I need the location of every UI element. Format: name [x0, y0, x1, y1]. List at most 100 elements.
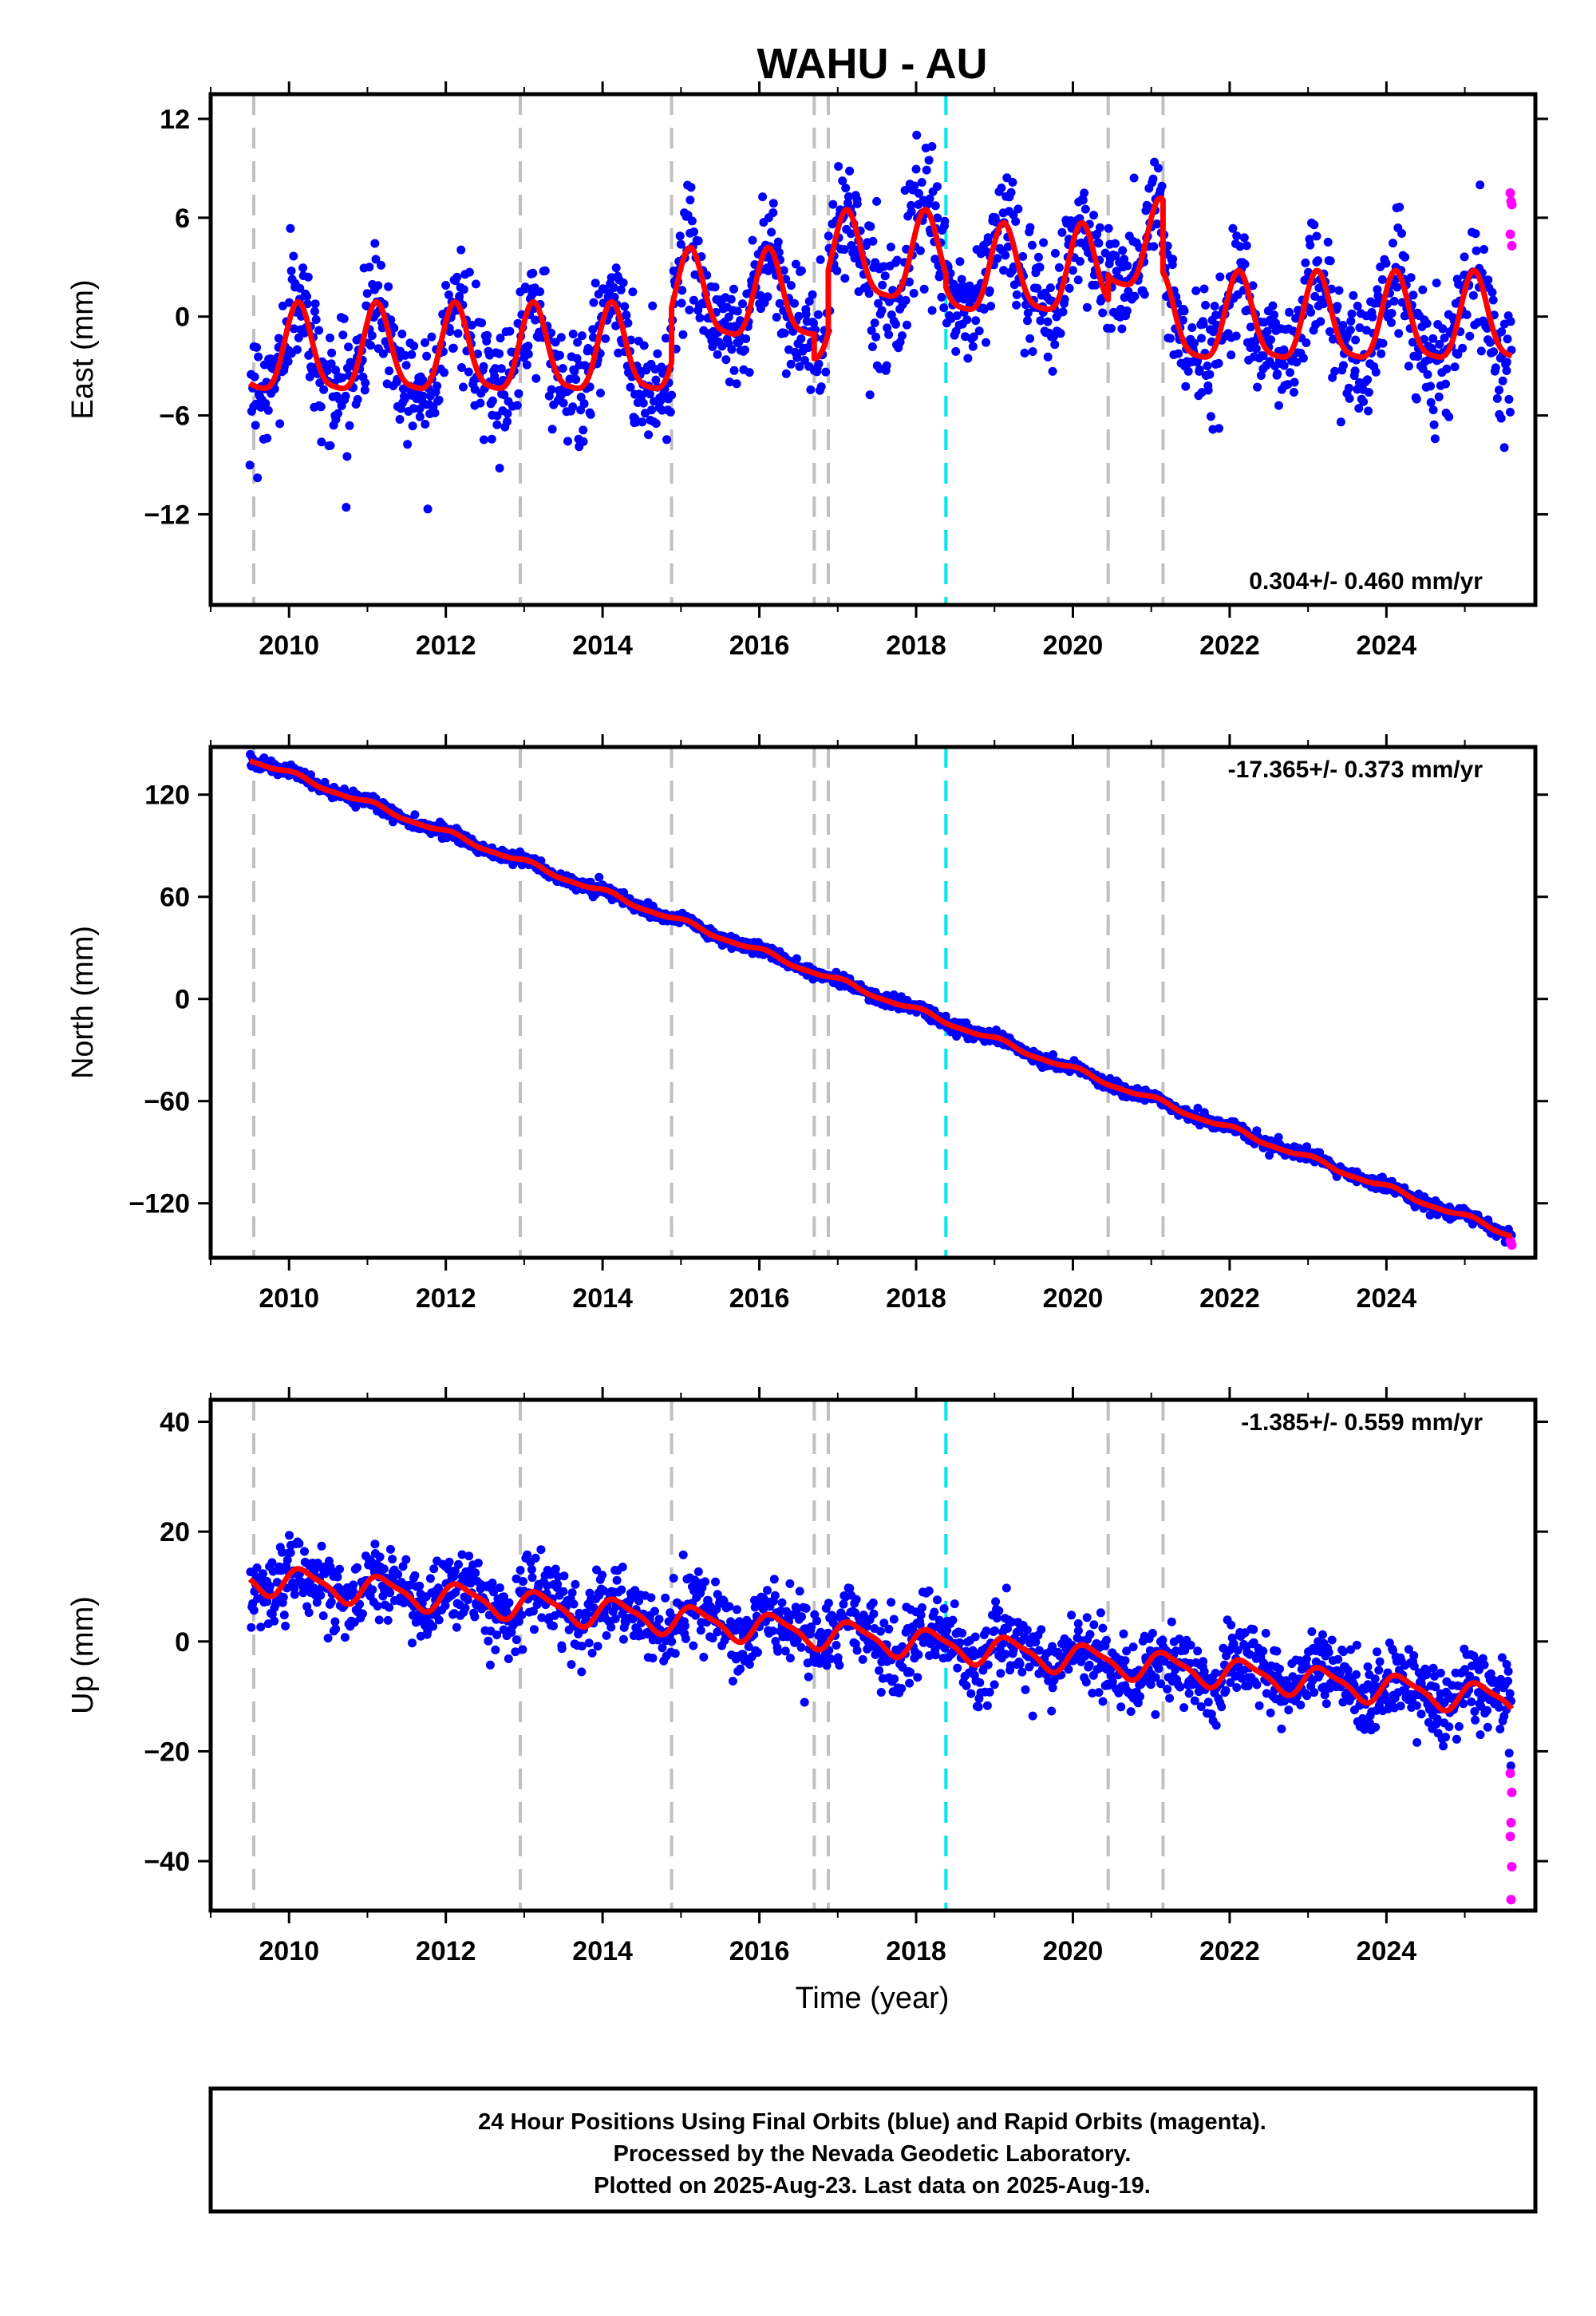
east-point: [781, 369, 791, 378]
north-point: [410, 810, 420, 820]
up-point: [1258, 1646, 1268, 1656]
up-point: [557, 1644, 567, 1654]
east-point: [571, 375, 581, 384]
up-point: [1254, 1701, 1264, 1710]
east-point: [638, 398, 648, 408]
east-point: [1242, 241, 1251, 251]
north-xtick-label: 2014: [572, 1283, 633, 1314]
east-point: [971, 316, 981, 326]
north-point: [1193, 1104, 1203, 1113]
east-point: [907, 200, 916, 210]
east-point: [1323, 237, 1333, 247]
east-point: [421, 338, 429, 347]
up-point: [304, 1608, 314, 1618]
east-point: [828, 200, 838, 209]
east-point: [514, 389, 523, 398]
up-point: [415, 1581, 425, 1591]
east-point: [678, 330, 688, 339]
east-point: [725, 377, 734, 387]
east-point: [1080, 188, 1089, 198]
east-point: [772, 313, 781, 322]
up-point: [832, 1641, 841, 1650]
east-point: [1476, 346, 1486, 356]
east-xtick-label: 2018: [886, 630, 946, 661]
east-point: [1395, 203, 1404, 211]
east-point: [535, 287, 545, 296]
east-point: [1082, 302, 1092, 312]
east-point: [685, 305, 694, 314]
east-point: [611, 321, 621, 330]
up-point: [942, 1626, 952, 1635]
up-point: [796, 1642, 806, 1652]
east-point: [253, 473, 263, 483]
east-point: [764, 266, 773, 275]
east-point: [993, 254, 1002, 263]
north-xtick-label: 2012: [416, 1283, 476, 1314]
up-point: [696, 1626, 705, 1635]
north-panel: 2010 2012 2014 2016 2018 2020 2022 2024−120−600…: [66, 734, 1548, 1314]
up-point: [516, 1566, 525, 1575]
up-point: [773, 1646, 783, 1656]
east-point: [1003, 242, 1013, 251]
east-point: [1454, 279, 1464, 289]
east-point: [1302, 338, 1311, 347]
east-point: [285, 298, 294, 307]
east-point: [310, 306, 319, 316]
east-point: [1273, 369, 1282, 378]
east-point: [1364, 388, 1373, 397]
east-point: [951, 346, 961, 356]
east-point: [930, 255, 940, 264]
east-point: [292, 345, 302, 354]
up-point: [780, 1646, 790, 1656]
east-point: [1499, 443, 1509, 453]
north-xtick-label: 2020: [1043, 1283, 1104, 1314]
east-xtick-label: 2010: [259, 630, 319, 661]
up-point: [1088, 1689, 1097, 1697]
east-point: [648, 301, 658, 310]
east-point: [263, 405, 273, 415]
east-point: [1483, 275, 1493, 285]
east-point: [512, 401, 522, 410]
east-point: [713, 350, 722, 359]
up-point: [1017, 1667, 1027, 1677]
east-point: [384, 282, 393, 291]
east-point: [1068, 266, 1077, 275]
east-point: [503, 409, 512, 418]
up-point: [294, 1539, 304, 1548]
east-point: [1094, 239, 1104, 248]
up-point: [1243, 1682, 1253, 1690]
east-point: [1203, 385, 1213, 395]
east-point: [441, 281, 451, 290]
up-point: [1296, 1700, 1306, 1709]
east-point: [1078, 196, 1088, 205]
up-point: [1067, 1611, 1077, 1620]
east-point: [1432, 279, 1441, 288]
east-point: [892, 255, 902, 265]
up-point: [1233, 1646, 1242, 1655]
up-point: [517, 1611, 527, 1620]
up-point: [792, 1635, 802, 1645]
up-plot-area: [246, 1400, 1517, 1911]
north-rate-label: -17.365+/- 0.373 mm/yr: [1228, 757, 1483, 783]
east-point: [1488, 295, 1498, 305]
east-point: [1492, 393, 1502, 403]
east-point: [1406, 273, 1416, 283]
east-point: [1345, 326, 1355, 334]
east-point: [1023, 308, 1033, 318]
east-point: [1412, 394, 1421, 404]
up-point: [606, 1622, 616, 1632]
up-point: [567, 1588, 577, 1598]
up-point: [559, 1571, 569, 1581]
east-point: [495, 349, 504, 358]
up-point: [1227, 1620, 1236, 1630]
east-point: [1354, 404, 1364, 413]
up-point: [1001, 1583, 1011, 1593]
east-point: [540, 266, 550, 275]
east-point: [903, 320, 911, 330]
east-point: [1018, 251, 1028, 261]
east-point: [1248, 281, 1258, 290]
east-point: [311, 315, 321, 324]
north-ytick-label: 0: [175, 985, 190, 1015]
east-point: [496, 334, 505, 343]
up-point: [279, 1611, 289, 1620]
